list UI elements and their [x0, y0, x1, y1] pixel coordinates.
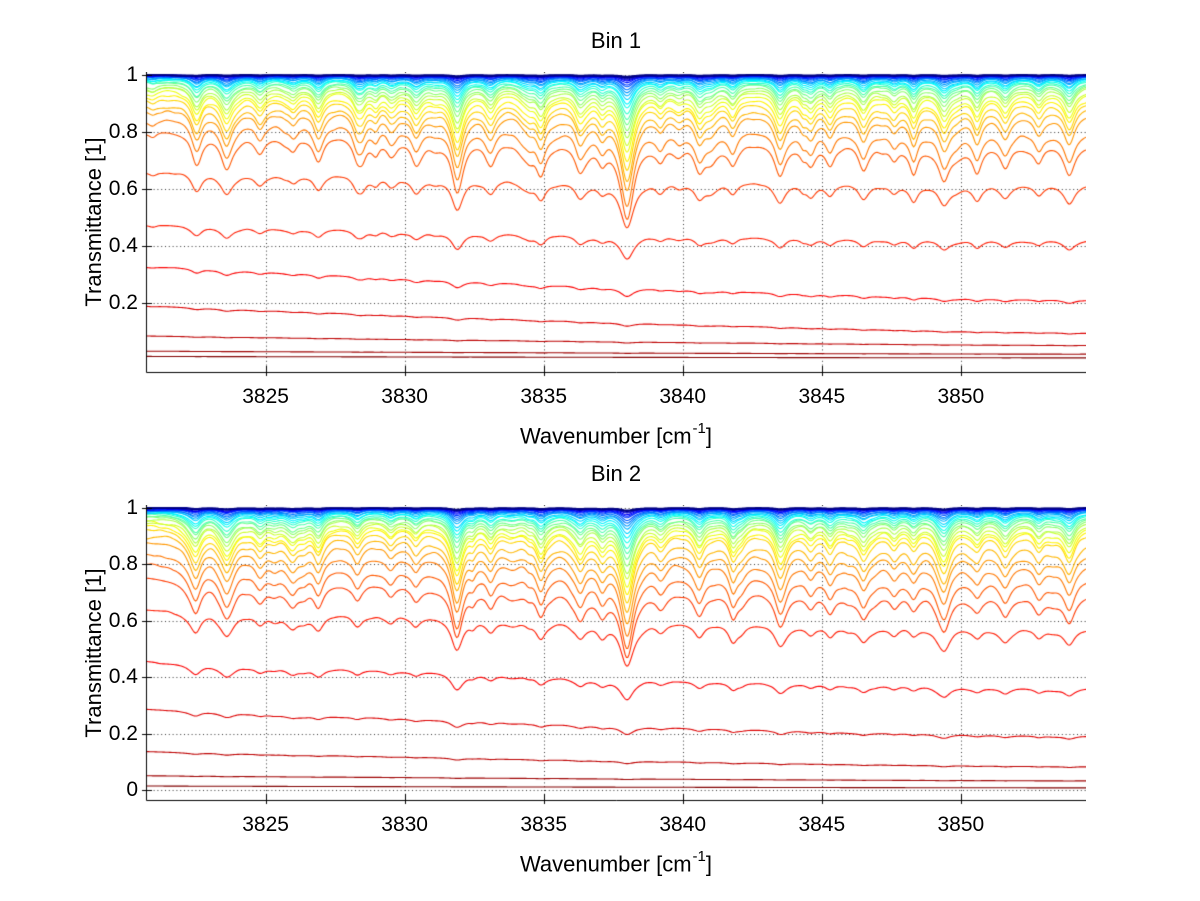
y-tick-label: 0.4: [108, 234, 138, 258]
x-tick-label: 3825: [242, 385, 289, 408]
y-axis-label-bin-2: Transmittance [1]: [81, 567, 106, 738]
y-tick-label: 1: [126, 495, 138, 519]
plot-title-bin-1: Bin 1: [590, 28, 642, 53]
y-tick-label: 0: [126, 778, 138, 802]
x-axis-label-text: Wavenumber [cm: [519, 423, 692, 449]
x-tick-label: 3840: [659, 385, 707, 408]
y-tick-label: 0.6: [108, 177, 138, 201]
y-tick-label: 1: [126, 62, 138, 86]
x-axis-label-bracket: ]: [705, 423, 713, 449]
x-tick-label: 3830: [381, 385, 428, 408]
x-tick-label: 3830: [381, 813, 428, 836]
spectra-canvas-bin-2: [138, 505, 1086, 808]
x-tick-label: 3850: [937, 813, 985, 836]
x-tick-label: 3850: [937, 385, 985, 408]
x-axis-label-text: Wavenumber [cm: [519, 851, 692, 877]
x-axis-label-superscript: -1: [692, 848, 706, 865]
x-axis-label-bracket: ]: [705, 851, 713, 877]
y-tick-label: 0.8: [108, 120, 138, 143]
x-tick-label: 3845: [798, 385, 846, 408]
x-tick-label: 3835: [520, 813, 568, 836]
x-axis-label-bin-2: Wavenumber [cm-1]: [146, 846, 1086, 877]
y-tick-label: 0.8: [108, 552, 138, 576]
y-tick-label: 0.6: [108, 608, 138, 632]
y-tick-label: 0.4: [108, 665, 138, 689]
plot-title-bin-2: Bin 2: [590, 461, 642, 486]
spectra-canvas-bin-1: [138, 72, 1086, 380]
y-axis-label-bin-1: Transmittance [1]: [81, 137, 106, 307]
y-tick-label: 0.2: [108, 721, 138, 745]
x-tick-label: 3835: [520, 385, 568, 408]
x-axis-label-superscript: -1: [692, 420, 706, 437]
y-tick-label: 0.2: [108, 291, 138, 315]
x-tick-label: 3845: [798, 813, 846, 836]
x-tick-label: 3825: [242, 813, 289, 836]
x-axis-label-bin-1: Wavenumber [cm-1]: [146, 418, 1086, 449]
x-tick-label: 3840: [659, 813, 707, 836]
